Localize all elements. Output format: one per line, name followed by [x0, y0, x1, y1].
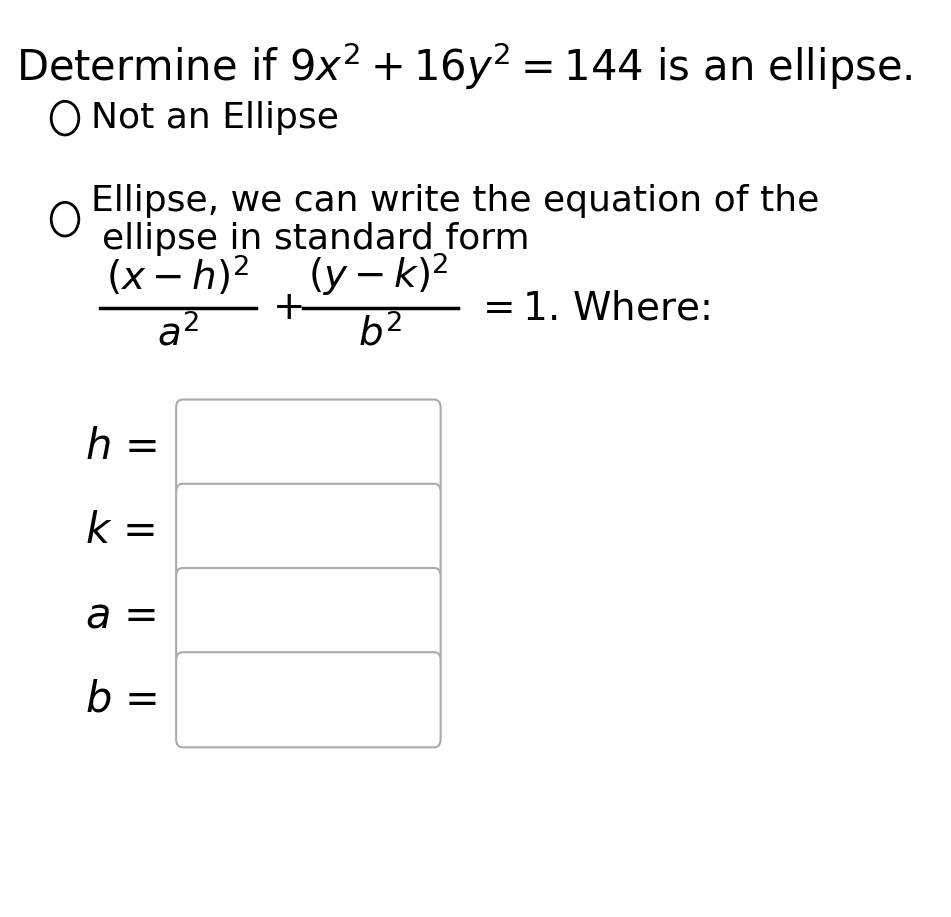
- Text: $a^2$: $a^2$: [157, 314, 199, 353]
- Text: $+$: $+$: [272, 290, 302, 327]
- FancyBboxPatch shape: [176, 568, 440, 663]
- Text: $b$ =: $b$ =: [86, 679, 158, 721]
- Text: $(x - h)^2$: $(x - h)^2$: [106, 254, 248, 298]
- Text: $b^2$: $b^2$: [359, 314, 402, 353]
- FancyBboxPatch shape: [176, 652, 440, 747]
- Text: $a$ =: $a$ =: [86, 594, 157, 636]
- FancyBboxPatch shape: [176, 400, 440, 494]
- Text: ellipse in standard form: ellipse in standard form: [102, 222, 529, 256]
- Text: Ellipse, we can write the equation of the: Ellipse, we can write the equation of th…: [91, 184, 819, 218]
- Text: $h$ =: $h$ =: [86, 426, 157, 468]
- Text: $(y - k)^2$: $(y - k)^2$: [308, 250, 449, 298]
- Text: Determine if $9x^2 + 16y^2 = 144$ is an ellipse.: Determine if $9x^2 + 16y^2 = 144$ is an …: [16, 41, 913, 93]
- FancyBboxPatch shape: [176, 484, 440, 579]
- Text: $k$ =: $k$ =: [86, 511, 155, 552]
- Text: Not an Ellipse: Not an Ellipse: [91, 101, 339, 135]
- Text: $= 1$. Where:: $= 1$. Where:: [475, 290, 709, 327]
